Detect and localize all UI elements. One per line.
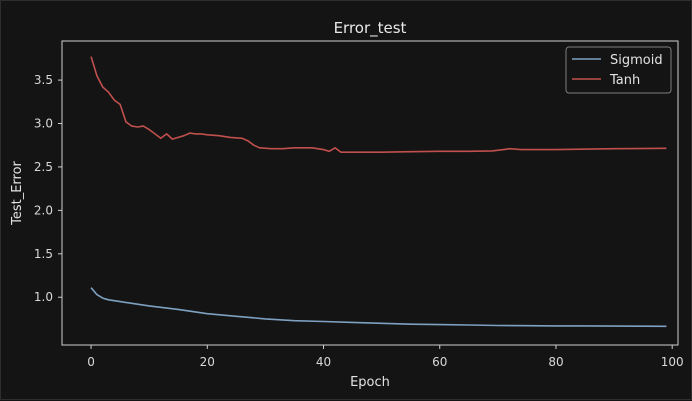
legend: Sigmoid Tanh <box>565 46 672 94</box>
series-line-sigmoid <box>90 287 667 328</box>
series-line-tanh <box>90 56 667 153</box>
plot-area <box>61 40 679 346</box>
y-tick-label: 3.0 <box>34 117 53 131</box>
chart-title: Error_test <box>334 19 407 38</box>
y-tick-label: 1.5 <box>34 247 53 261</box>
y-tick-label: 3.5 <box>34 73 53 87</box>
x-tick-label: 100 <box>661 355 684 369</box>
y-tick-label: 2.5 <box>34 160 53 174</box>
legend-label-sigmoid: Sigmoid <box>610 53 663 68</box>
x-tick-label: 40 <box>316 355 331 369</box>
y-tick-label: 2.0 <box>34 203 53 217</box>
x-tick-label: 80 <box>548 355 563 369</box>
x-tick-label: 0 <box>87 355 95 369</box>
y-tick-label: 1.0 <box>34 290 53 304</box>
series-layer <box>90 56 667 328</box>
x-axis-label: Epoch <box>350 375 390 390</box>
y-axis-label: Test_Error <box>10 160 25 225</box>
x-tick-label: 60 <box>432 355 447 369</box>
legend-label-tanh: Tanh <box>609 73 640 88</box>
x-tick-label: 20 <box>200 355 215 369</box>
tick-layer: 0 20 40 60 80 100 1.0 1.5 2.0 2.5 3.0 3.5 <box>34 73 684 369</box>
